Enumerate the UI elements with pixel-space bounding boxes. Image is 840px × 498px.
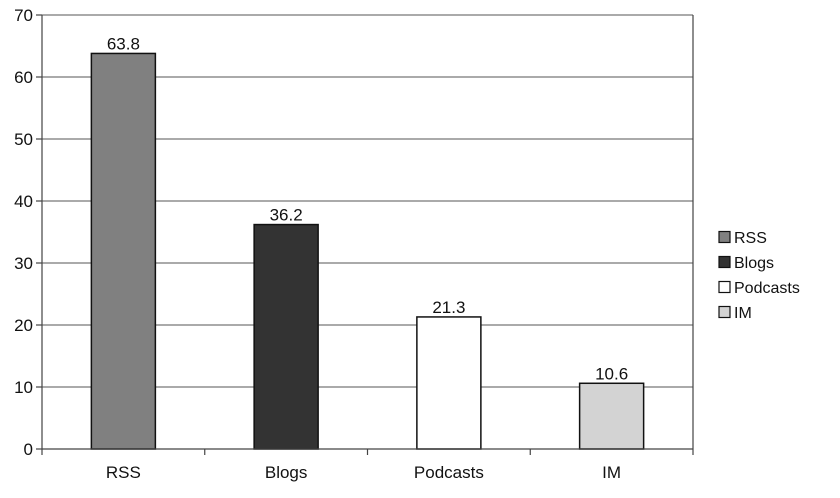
legend-label-im: IM bbox=[734, 305, 752, 322]
y-tick-label: 70 bbox=[14, 6, 33, 25]
x-tick-label-podcasts: Podcasts bbox=[414, 463, 484, 482]
bars bbox=[90, 52, 645, 450]
data-label-podcasts: 21.3 bbox=[432, 298, 465, 317]
y-tick-label: 10 bbox=[14, 378, 33, 397]
legend-swatch-rss bbox=[718, 230, 731, 244]
x-tick-label-blogs: Blogs bbox=[265, 463, 308, 482]
y-tick-label: 0 bbox=[24, 440, 33, 459]
legend-label-rss: RSS bbox=[734, 230, 767, 247]
y-tick-label: 30 bbox=[14, 254, 33, 273]
data-label-rss: 63.8 bbox=[107, 34, 140, 53]
axes bbox=[36, 14, 694, 455]
data-label-im: 10.6 bbox=[595, 364, 628, 383]
bar-podcasts bbox=[416, 316, 482, 450]
data-label-blogs: 36.2 bbox=[270, 206, 303, 225]
legend-swatch-podcasts bbox=[718, 280, 731, 294]
bar-blogs bbox=[253, 223, 319, 450]
x-tick-label-im: IM bbox=[602, 463, 621, 482]
legend: RSS Blogs Podcasts IM bbox=[718, 230, 800, 322]
legend-swatch-blogs bbox=[718, 255, 731, 269]
legend-label-podcasts: Podcasts bbox=[734, 280, 800, 297]
bar-im bbox=[578, 382, 645, 450]
y-tick-label: 50 bbox=[14, 130, 33, 149]
y-tick-label: 20 bbox=[14, 316, 33, 335]
bar-rss bbox=[90, 52, 157, 450]
y-tick-label: 40 bbox=[14, 192, 33, 211]
legend-label-blogs: Blogs bbox=[734, 255, 774, 272]
x-tick-label-rss: RSS bbox=[106, 463, 141, 482]
y-tick-label: 60 bbox=[14, 68, 33, 87]
legend-swatch-im bbox=[718, 305, 731, 319]
labels: 0 10 20 30 40 50 60 70 63.8 RSS 36.2 Blogs 21.3 Podca… bbox=[14, 6, 628, 482]
